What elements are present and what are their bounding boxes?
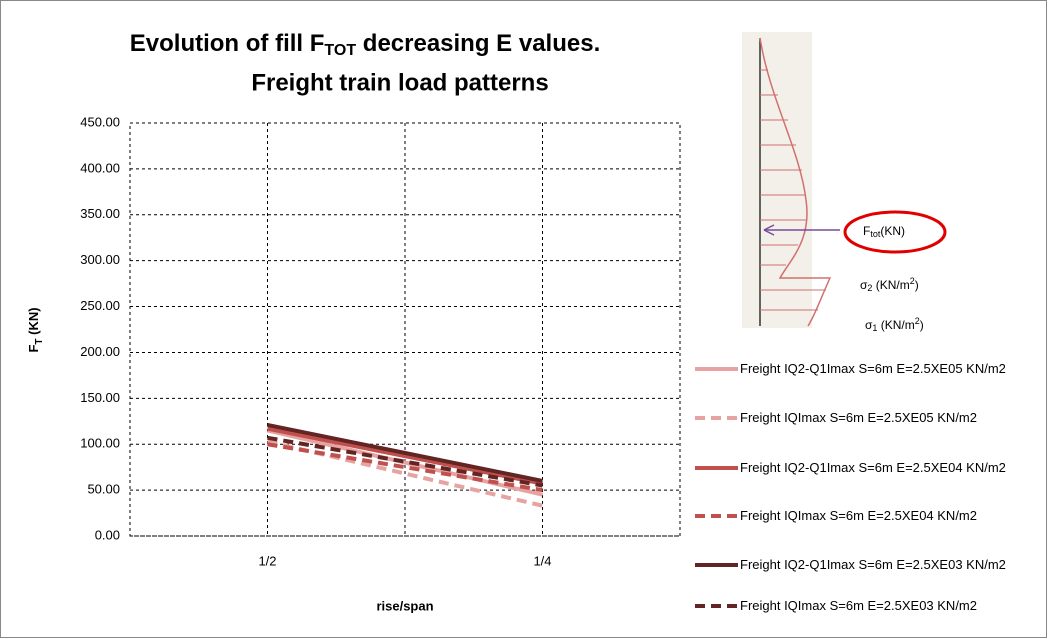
legend-swatch (695, 514, 738, 518)
sketch: Ftot(KN) σ2 (KN/m2) σ1 (KN/m2) (742, 32, 947, 333)
y-tick-label: 100.00 (80, 436, 120, 451)
y-tick-label: 200.00 (80, 344, 120, 359)
sketch-background (742, 32, 812, 328)
legend-label: Freight IQ2-Q1Imax S=6m E=2.5XE05 KN/m2 (740, 361, 1006, 376)
y-axis-label: FT (KN) (26, 307, 44, 352)
legend-swatch (695, 604, 738, 608)
y-tick-label: 150.00 (80, 390, 120, 405)
x-tick-label: 1/2 (258, 553, 276, 568)
y-tick-label: 300.00 (80, 252, 120, 267)
y-tick-label: 400.00 (80, 160, 120, 175)
series-line (267, 426, 543, 486)
x-axis-label: rise/span (376, 598, 433, 613)
sketch-curve (759, 37, 832, 327)
series-line (267, 442, 543, 493)
legend-entry: Freight IQ2-Q1Imax S=6m E=2.5XE03 KN/m2 (690, 554, 1042, 576)
legend-entry: Freight IQImax S=6m E=2.5XE03 KN/m2 (690, 595, 1042, 617)
series-line (267, 422, 543, 483)
y-tick-label: 50.00 (87, 482, 120, 497)
chart-subtitle: Freight train load patterns (251, 69, 548, 96)
legend-label: Freight IQ2-Q1Imax S=6m E=2.5XE03 KN/m2 (740, 557, 1006, 572)
sigma2-label: σ2 (KN/m2) (860, 276, 919, 293)
legend-label: Freight IQImax S=6m E=2.5XE04 KN/m2 (740, 508, 977, 523)
sketch-hatching (760, 69, 826, 311)
legend-label: Freight IQImax S=6m E=2.5XE05 KN/m2 (740, 410, 977, 425)
legend-swatch (695, 466, 738, 470)
series-line (267, 435, 543, 488)
legend-entry: Freight IQImax S=6m E=2.5XE05 KN/m2 (690, 407, 1042, 429)
legend-entry: Freight IQImax S=6m E=2.5XE04 KN/m2 (690, 505, 1042, 527)
legend-swatch (695, 367, 738, 371)
legend-label: Freight IQ2-Q1Imax S=6m E=2.5XE04 KN/m2 (740, 460, 1006, 475)
force-arrowhead (763, 224, 775, 236)
sigma1-label: σ1 (KN/m2) (865, 316, 924, 333)
y-tick-label: 0.00 (95, 527, 120, 542)
x-tick-label: 1/4 (533, 553, 551, 568)
legend-entry: Freight IQ2-Q1Imax S=6m E=2.5XE05 KN/m2 (690, 358, 1042, 380)
force-label: Ftot(KN) (863, 224, 905, 239)
plot-area (129, 122, 681, 537)
legend-swatch (695, 563, 738, 567)
chart-title: Evolution of fill FTOT decreasing E valu… (130, 30, 600, 59)
legend-swatch (695, 416, 738, 420)
y-tick-label: 350.00 (80, 206, 120, 221)
y-tick-label: 450.00 (80, 114, 120, 129)
highlight-ellipse (843, 210, 947, 254)
legend-entry: Freight IQ2-Q1Imax S=6m E=2.5XE04 KN/m2 (690, 457, 1042, 479)
y-tick-label: 250.00 (80, 298, 120, 313)
legend-label: Freight IQImax S=6m E=2.5XE03 KN/m2 (740, 598, 977, 613)
